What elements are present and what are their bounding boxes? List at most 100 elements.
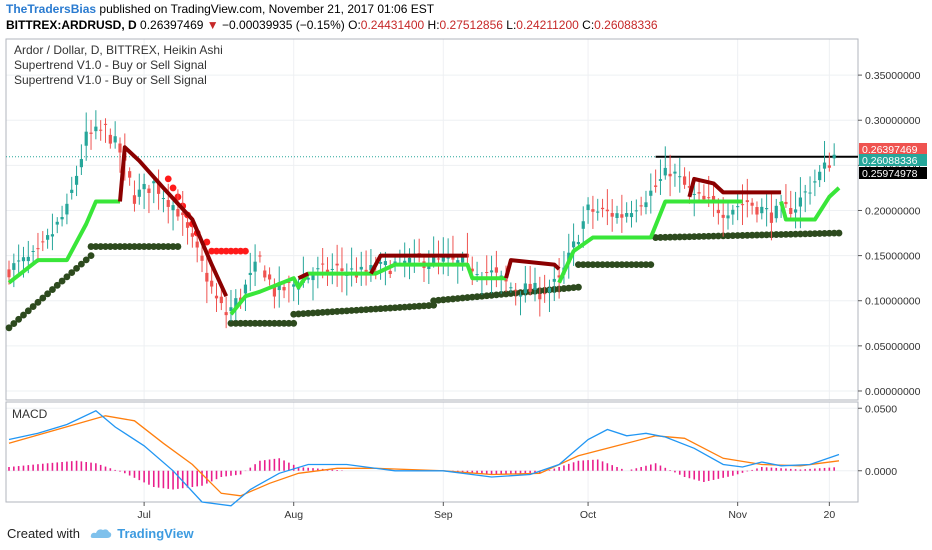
- supertrend-dot: [290, 319, 298, 327]
- supertrend-dot: [821, 229, 828, 237]
- candle-body: [591, 209, 595, 212]
- candle-body: [625, 213, 629, 217]
- supertrend-dot: [271, 319, 278, 327]
- pane-frames: [5, 38, 859, 503]
- candle-body: [760, 206, 764, 214]
- candle-body: [287, 281, 291, 283]
- candle-body: [185, 222, 190, 228]
- candle-body: [605, 209, 609, 212]
- candle-body: [335, 263, 339, 266]
- candle-body: [263, 270, 267, 278]
- supertrend-dot: [599, 261, 606, 269]
- candle-body: [822, 162, 827, 169]
- price-tag-label: 0.25974978: [862, 168, 918, 180]
- supertrend-dot: [787, 230, 795, 238]
- candle-body: [489, 270, 494, 273]
- candle-body: [518, 294, 523, 297]
- candle-body: [258, 255, 262, 257]
- candle-body: [745, 200, 749, 203]
- last-price: 0.26397469: [140, 18, 204, 32]
- candle-body: [687, 186, 692, 188]
- supertrend-dot: [603, 261, 611, 269]
- candle-body: [229, 307, 233, 312]
- candle-body: [552, 278, 556, 282]
- macd-pane: [8, 410, 840, 507]
- candle-body: [321, 263, 325, 265]
- supertrend-dot: [743, 231, 751, 239]
- supertrend-dot: [5, 324, 13, 332]
- supertrend-dot: [753, 231, 761, 239]
- candle-body: [571, 241, 576, 248]
- supertrend-lines: [7, 145, 841, 316]
- supertrend-dot: [816, 230, 824, 237]
- candle-body: [784, 201, 788, 205]
- supertrend-dot-sell: [237, 247, 245, 255]
- candle-body: [340, 268, 344, 272]
- footer: Created with TradingView: [7, 526, 194, 541]
- x-tick-label: Jul: [137, 509, 150, 521]
- tradingview-link[interactable]: TradingView: [117, 526, 194, 541]
- candle-body: [118, 143, 122, 153]
- macd-pane-frame: [5, 401, 859, 503]
- supertrend-dot: [401, 303, 409, 311]
- supertrend-dot: [681, 233, 688, 241]
- supertrend-dot: [44, 290, 52, 298]
- down-arrow-icon: ▼: [206, 18, 219, 32]
- candle-body: [456, 260, 460, 263]
- candle-body: [108, 134, 112, 144]
- supertrend-up-line: [779, 186, 841, 222]
- supertrend-dot: [237, 319, 245, 327]
- candle-body: [12, 263, 16, 270]
- candle-body: [765, 208, 769, 210]
- supertrend-dot: [763, 231, 771, 239]
- supertrend-dot: [285, 319, 293, 327]
- candle-body: [798, 197, 802, 207]
- publisher-name[interactable]: TheTradersBias: [6, 2, 97, 16]
- supertrend-dot: [160, 243, 167, 250]
- supertrend-dot: [652, 234, 660, 241]
- candle-body: [50, 234, 55, 237]
- supertrend-dot: [686, 233, 693, 241]
- supertrend-dot: [348, 307, 356, 314]
- supertrend-dot: [232, 319, 240, 327]
- supertrend-dot: [140, 243, 148, 250]
- supertrend-dot: [256, 319, 264, 327]
- supertrend-dot-sell: [217, 247, 225, 255]
- candle-body: [702, 195, 706, 200]
- candle-body: [219, 296, 223, 304]
- supertrend-dot: [410, 303, 418, 310]
- y-tick-label: 0.35000000: [865, 70, 921, 82]
- ohlc-open-label: O:: [348, 18, 361, 32]
- supertrend-dot: [613, 261, 621, 269]
- candle-body: [818, 171, 822, 181]
- candle-body: [509, 287, 513, 289]
- supertrend-dot: [126, 243, 134, 250]
- supertrend-dot: [792, 230, 799, 238]
- supertrend-dot: [729, 232, 737, 240]
- supertrend-dot: [777, 231, 785, 238]
- ohlc-high-label: H:: [427, 18, 440, 32]
- candle-body: [639, 205, 643, 207]
- candle-body: [89, 132, 93, 134]
- supertrend-up-line: [557, 199, 743, 284]
- supertrend-dot: [164, 243, 172, 250]
- supertrend-dot: [584, 261, 592, 269]
- candle-body: [697, 192, 701, 194]
- supertrend-dot: [73, 264, 80, 272]
- supertrend-down-line: [504, 258, 561, 279]
- candle-body: [692, 193, 696, 195]
- candle-body: [137, 189, 141, 197]
- supertrend-dot: [145, 243, 153, 250]
- ohlc-low: 0.24211200: [516, 18, 579, 32]
- ohlc-close: 0.26088336: [594, 18, 658, 32]
- macd-line: [8, 410, 840, 507]
- x-tick-label: Nov: [728, 509, 747, 521]
- macd-y-tick-label: 0.0500: [865, 403, 897, 415]
- candle-body: [46, 235, 50, 240]
- supertrend-down-line: [297, 271, 310, 281]
- supertrend-dot: [77, 260, 85, 268]
- legend-title: Ardor / Dollar, D, BITTREX, Heikin Ashi: [14, 43, 223, 57]
- candle-body: [325, 269, 330, 274]
- supertrend-dot: [357, 306, 365, 314]
